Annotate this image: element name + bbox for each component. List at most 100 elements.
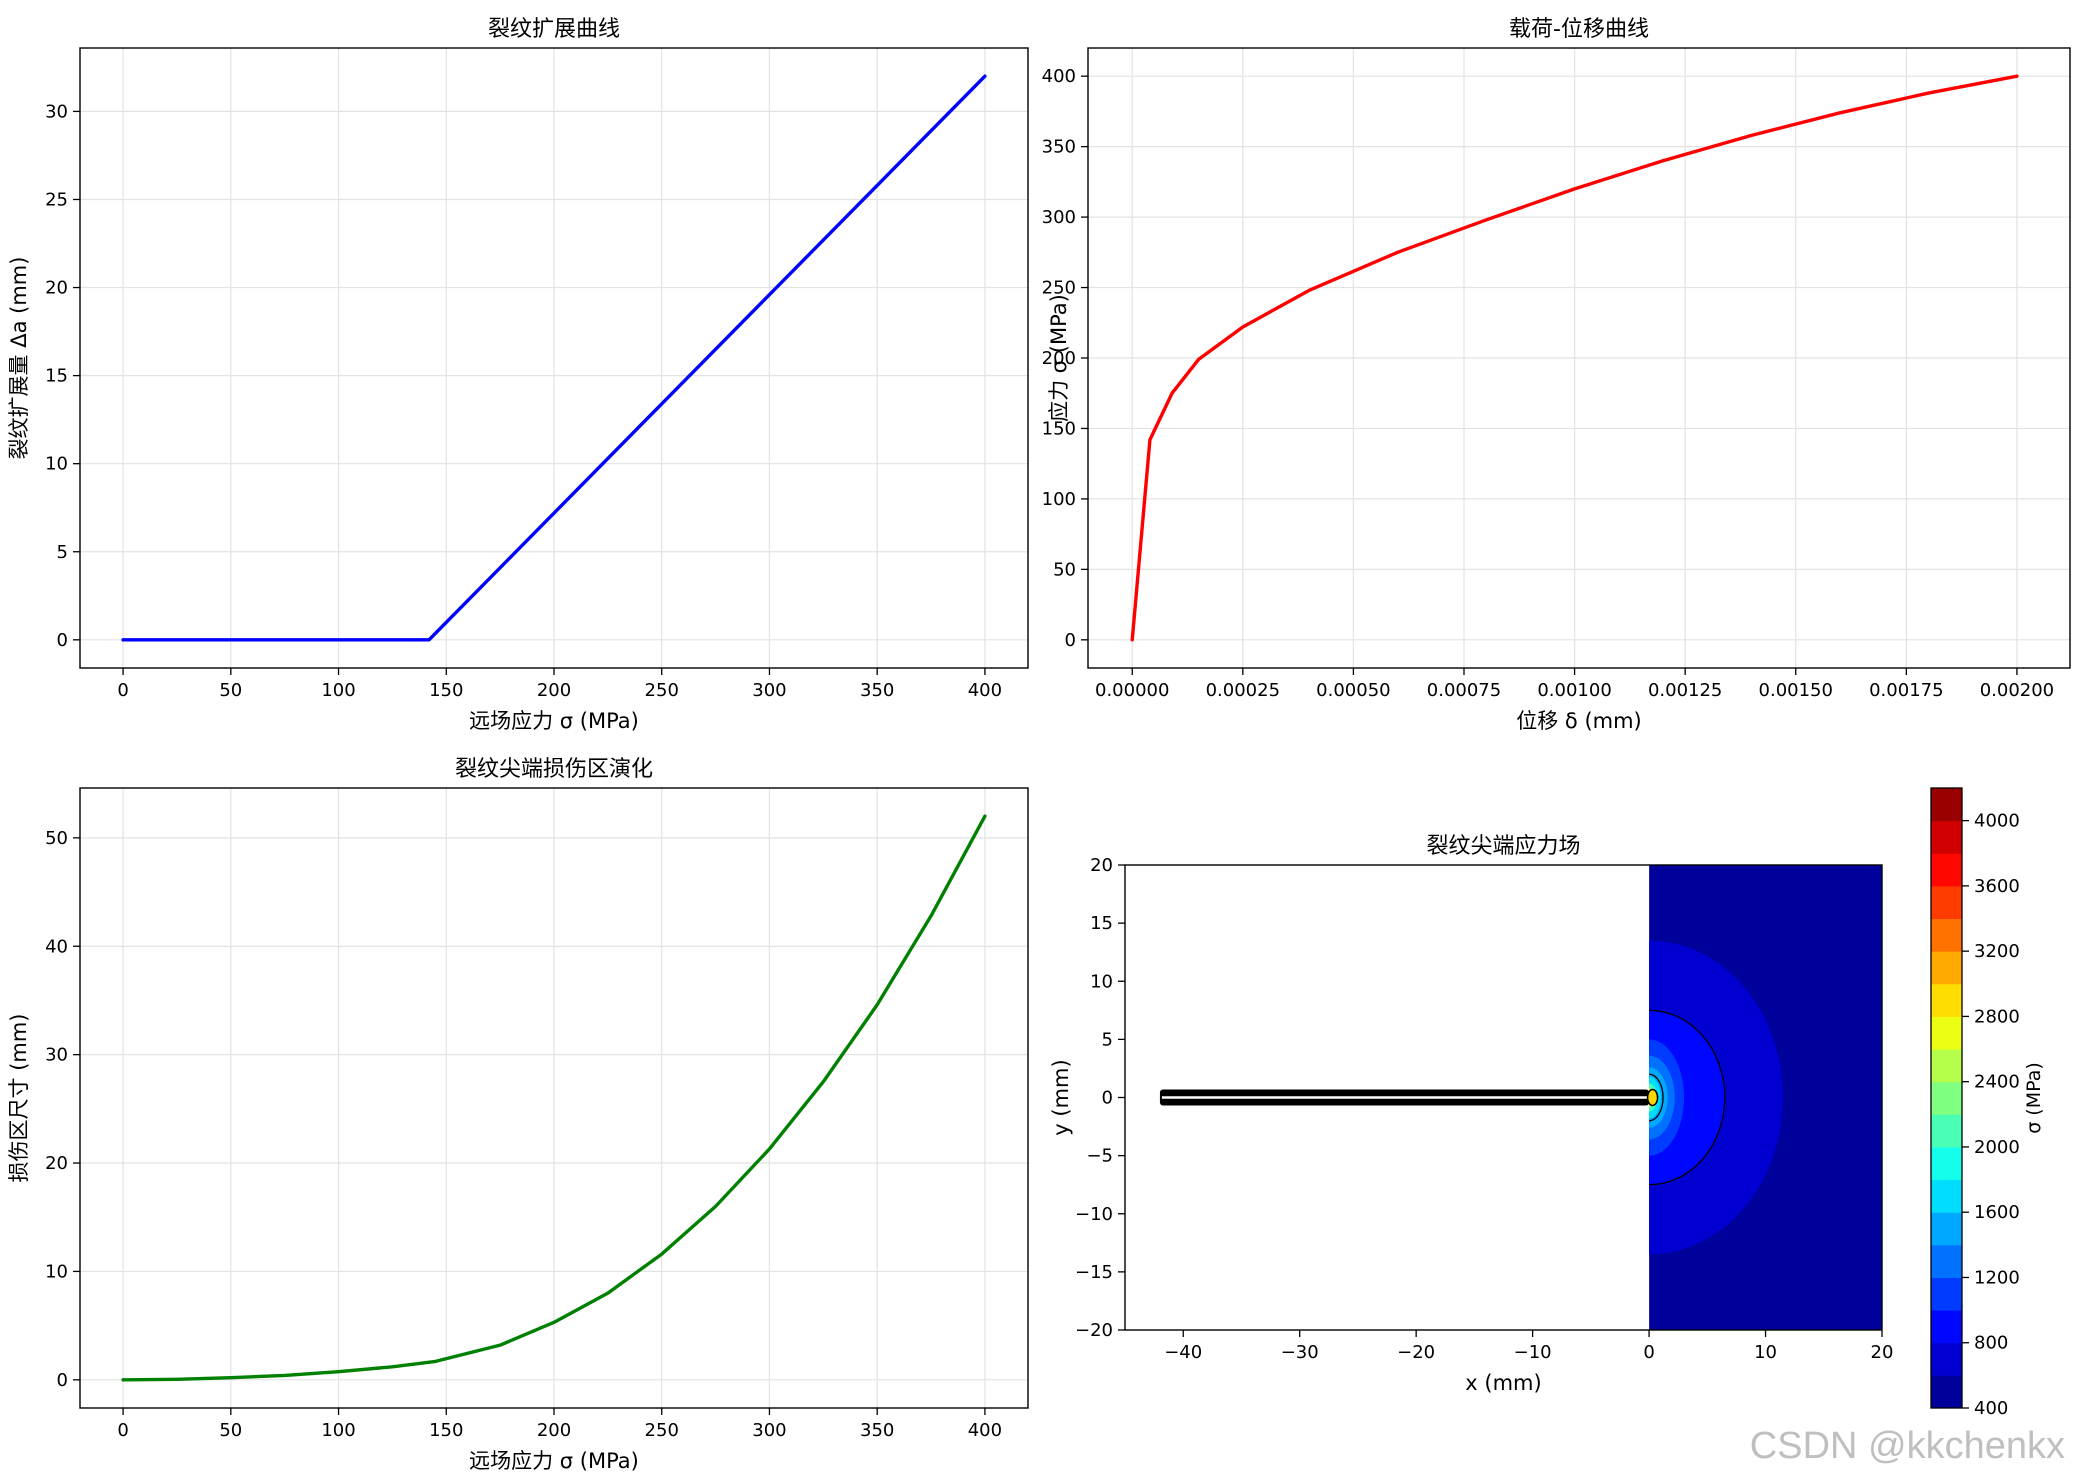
colorbar-segment [1931,1146,1962,1181]
x-tick-label: −40 [1164,1342,1202,1363]
chart-title: 裂纹尖端应力场 [1426,834,1580,859]
x-tick-label: 250 [645,680,679,701]
y-tick-label: 0 [1065,630,1076,651]
x-tick-label: 0.00000 [1095,680,1169,701]
y-tick-label: 15 [45,366,68,387]
colorbar-tick-label: 3200 [1974,941,2020,962]
colorbar-label: σ (MPa) [2023,1062,2045,1134]
x-tick-label: −10 [1514,1342,1552,1363]
colorbar-segment [1931,1212,1962,1246]
colorbar-segment [1931,1310,1962,1344]
crack-tip-marker [1646,1088,1659,1107]
x-tick-label: 200 [537,1420,571,1441]
colorbar-tick-label: 2400 [1974,1072,2020,1093]
y-tick-label: 30 [45,101,68,122]
colorbar-tick-label: 4000 [1974,811,2020,832]
colorbar-segment [1931,983,1962,1017]
colorbar-tick-label: 800 [1974,1333,2008,1354]
y-tick-label: 0 [57,630,68,651]
x-tick-label: 0.00175 [1869,680,1943,701]
x-tick-label: 10 [1754,1342,1777,1363]
x-tick-label: 20 [1871,1342,1894,1363]
x-tick-label: 350 [860,1420,894,1441]
y-tick-label: 20 [1090,855,1113,876]
colorbar-tick-label: 400 [1974,1398,2008,1419]
y-tick-label: 40 [45,936,68,957]
y-tick-label: 50 [1053,559,1076,580]
y-tick-label: 20 [45,278,68,299]
x-tick-label: 150 [429,1420,463,1441]
x-tick-label: 0.00200 [1980,680,2054,701]
colorbar-tick-label: 1600 [1974,1202,2020,1223]
colorbar-segment [1931,885,1962,920]
colorbar-segment [1931,1342,1962,1376]
colorbar-frame [1930,787,1963,1409]
y-tick-label: 300 [1042,207,1076,228]
chart-title: 载荷-位移曲线 [1509,17,1649,42]
y-tick-label: 200 [1042,348,1076,369]
x-tick-label: 50 [219,680,242,701]
panel-1: 0 50 100 150 200 250 300 350 400 0 5 10 15 20 25 30 裂纹扩展… [7,17,1029,733]
x-tick-label: 200 [537,680,571,701]
x-tick-label: 0 [117,1420,128,1441]
y-tick-label: −10 [1075,1204,1113,1225]
x-axis-label: 远场应力 σ (MPa) [469,709,639,733]
series-line [121,74,987,642]
y-tick-label: 150 [1042,418,1076,439]
x-tick-label: 0.00075 [1427,680,1501,701]
y-tick-label: −20 [1075,1320,1113,1341]
watermark: CSDN @kkchenkx [1749,1425,2065,1467]
x-tick-label: 300 [752,680,786,701]
series-line [1130,74,2019,642]
x-axis-label: x (mm) [1465,1371,1541,1395]
x-tick-label: 0.00050 [1316,680,1390,701]
colorbar-tick-label: 1200 [1974,1267,2020,1288]
colorbar: 400 800 1200 1600 2000 2400 2800 3200 3600 4000 σ … [1930,787,2045,1419]
y-tick-label: −15 [1075,1262,1113,1283]
panel-3: 0 50 100 150 200 250 300 350 400 0 10 20 30 40 50 裂纹尖端损… [7,757,1029,1473]
y-tick-label: 400 [1042,66,1076,87]
colorbar-segment [1931,918,1962,952]
colorbar-tick-label: 3600 [1974,876,2020,897]
x-tick-label: 300 [752,1420,786,1441]
plot-frame [1087,47,2071,669]
y-tick-label: 250 [1042,278,1076,299]
y-tick-label: 10 [45,454,68,475]
contour-line [1649,1009,1726,1186]
colorbar-segment [1931,1016,1962,1050]
y-tick-label: 0 [1102,1088,1113,1109]
x-tick-label: 0 [117,680,128,701]
y-tick-label: −5 [1086,1146,1113,1167]
plot-frame [79,47,1029,669]
colorbar-segment [1931,1179,1962,1213]
colorbar-segment [1931,1114,1962,1148]
y-axis-label: y (mm) [1049,1059,1073,1135]
y-tick-label: 50 [45,828,68,849]
y-tick-label: 350 [1042,137,1076,158]
x-tick-label: 0.00150 [1759,680,1833,701]
x-tick-label: 400 [968,1420,1002,1441]
y-axis-label: 应力 σ (MPa) [1047,294,1071,422]
panel-2: 0.00000 0.00025 0.00050 0.00075 0.00100 0.001… [1042,17,2071,733]
y-tick-label: 20 [45,1153,68,1174]
chart-title: 裂纹尖端损伤区演化 [455,757,653,782]
colorbar-segment [1931,951,1962,985]
x-tick-label: 400 [968,680,1002,701]
y-tick-label: 25 [45,189,68,210]
x-axis-label: 位移 δ (mm) [1516,709,1642,733]
x-tick-label: 100 [321,1420,355,1441]
x-tick-label: 100 [321,680,355,701]
x-tick-label: 250 [645,1420,679,1441]
plot-frame [79,787,1029,1409]
colorbar-segment [1931,1244,1962,1278]
colorbar-tick-label: 2800 [1974,1006,2020,1027]
y-tick-label: 5 [57,542,68,563]
plot-frame [1124,864,1883,1331]
y-tick-label: 10 [45,1261,68,1282]
x-tick-label: 350 [860,680,894,701]
contour-line [1649,1073,1664,1122]
y-axis-label: 裂纹扩展量 Δa (mm) [7,257,31,460]
x-tick-label: −30 [1281,1342,1319,1363]
x-tick-label: 0.00125 [1648,680,1722,701]
y-tick-label: 0 [57,1370,68,1391]
